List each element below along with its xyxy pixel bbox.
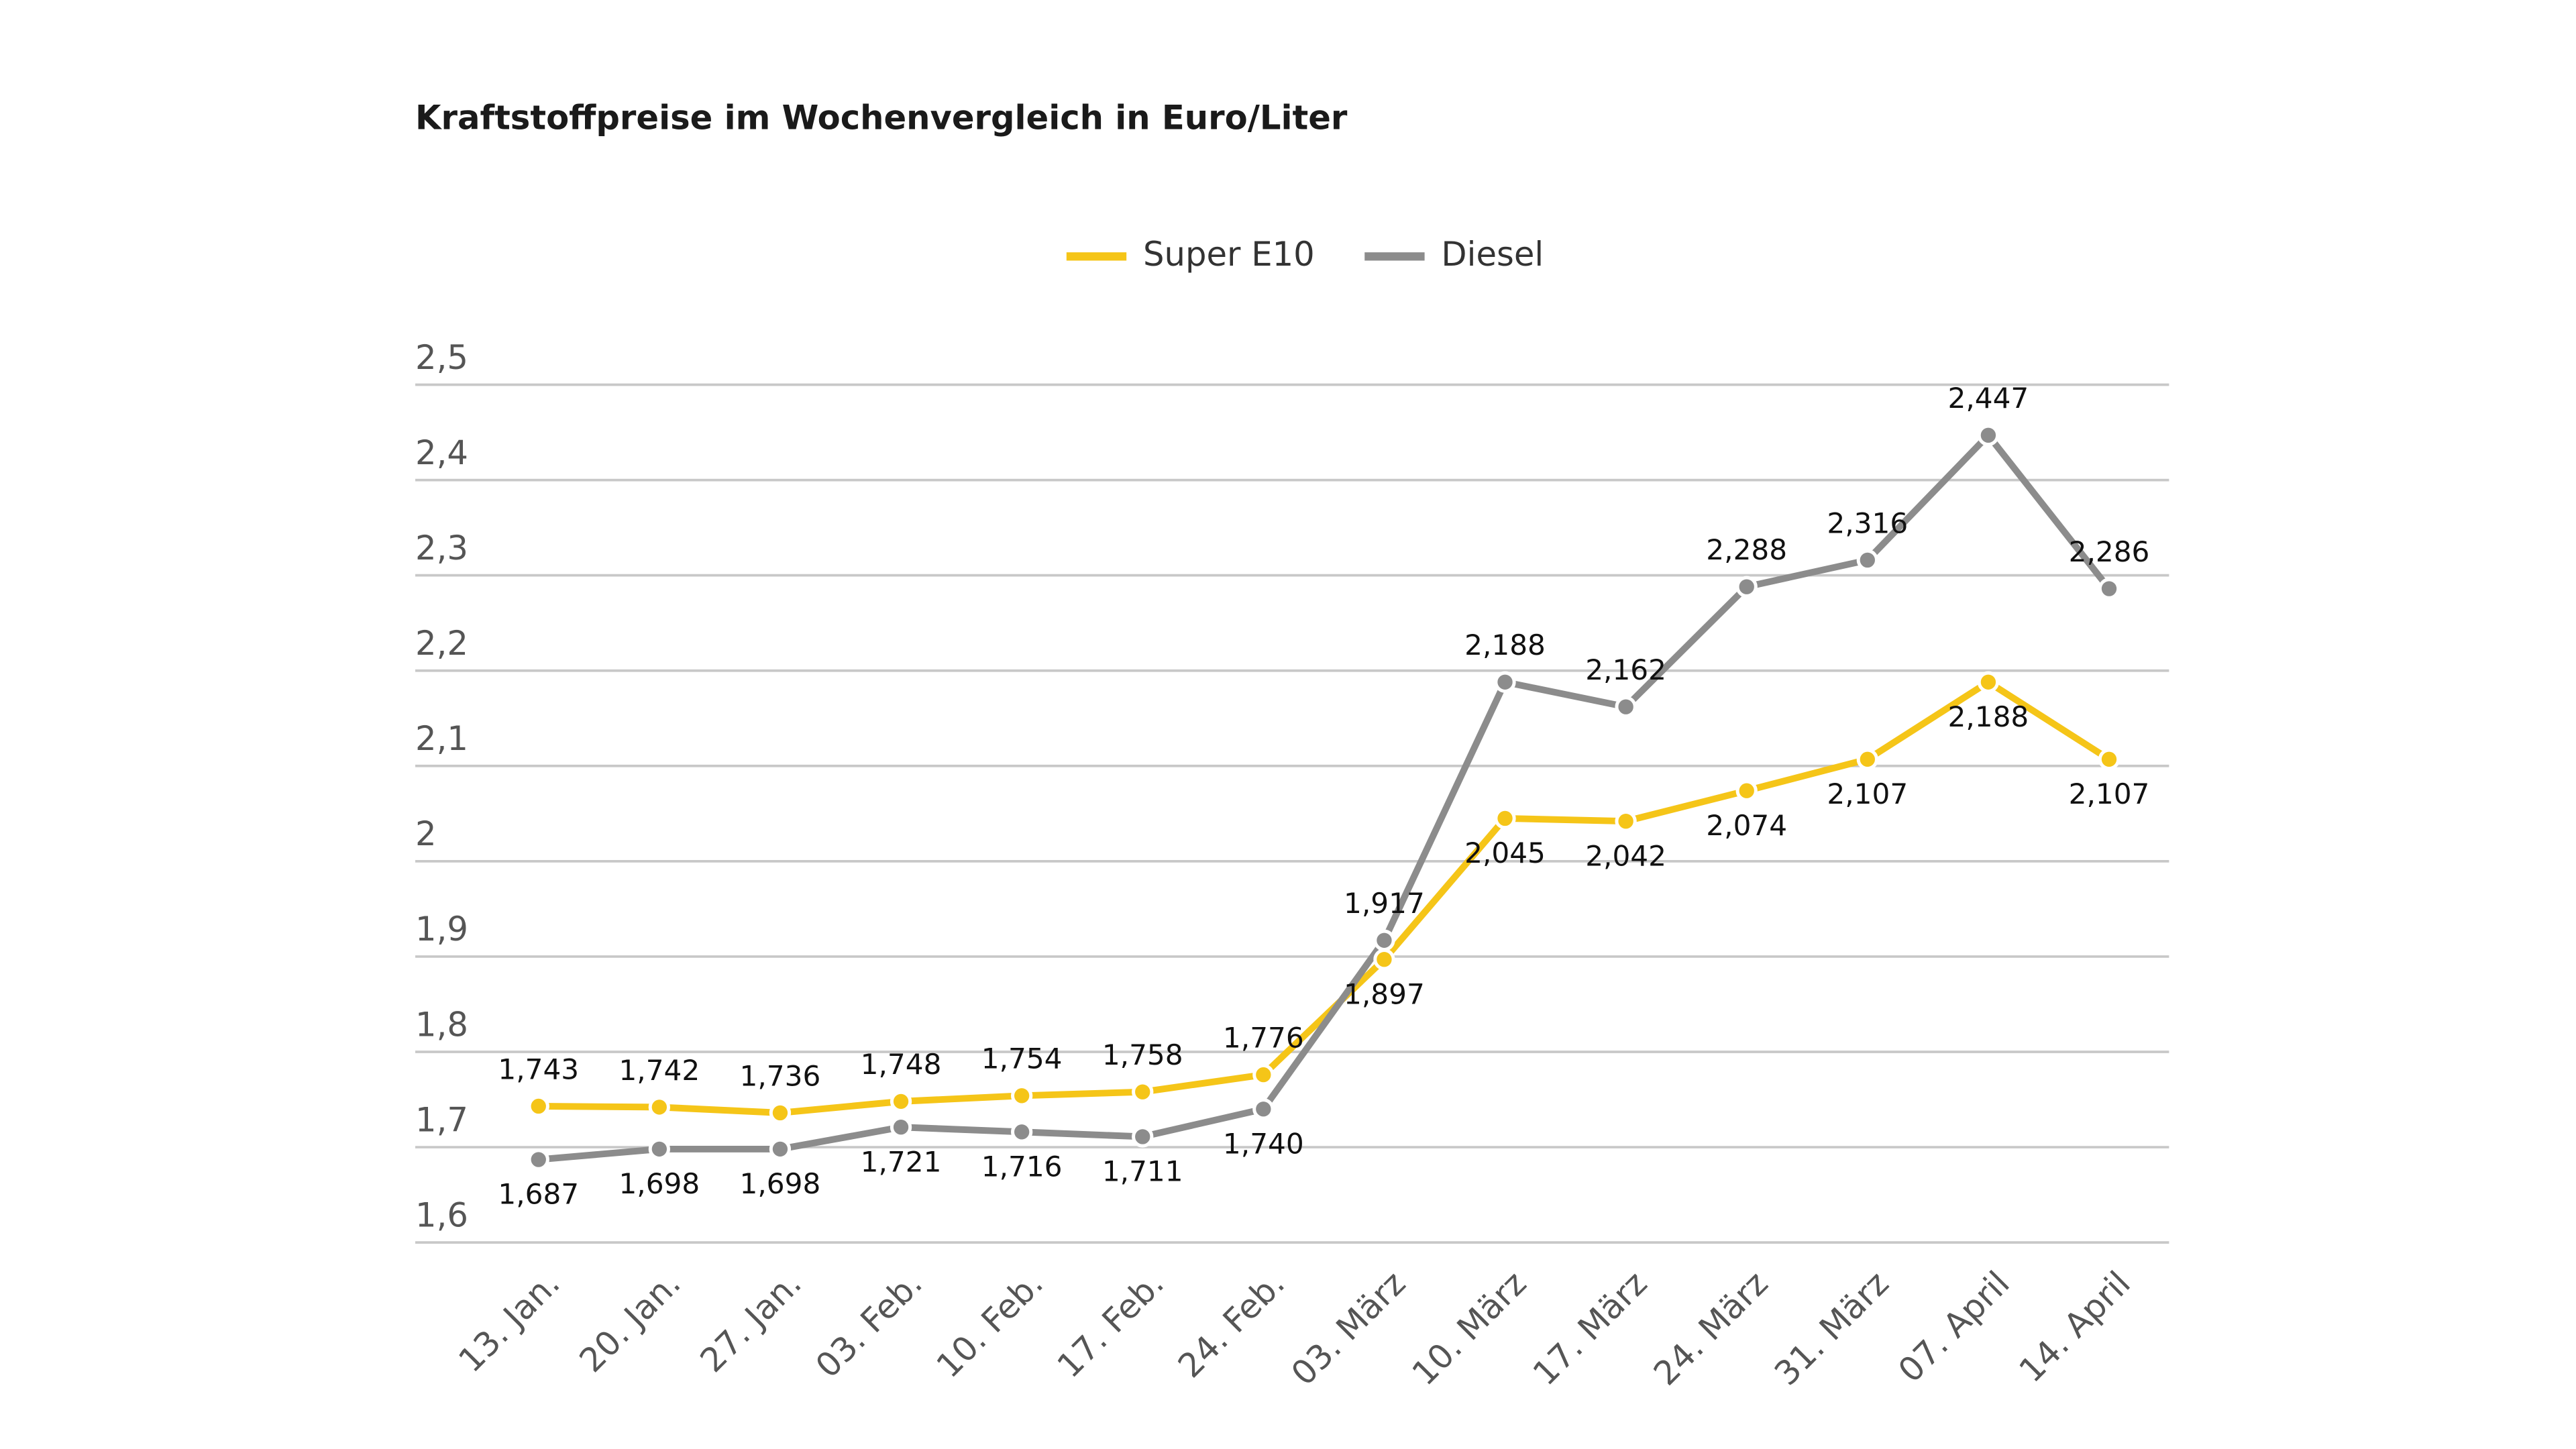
data-label: 2,107 [2069, 777, 2150, 810]
y-tick-label: 1,9 [415, 910, 468, 949]
data-point [1494, 671, 1516, 693]
data-label: 2,162 [1585, 653, 1666, 686]
series-line [538, 678, 2111, 1116]
data-point [1373, 929, 1395, 951]
data-point [648, 1138, 670, 1161]
data-label: 1,917 [1344, 887, 1425, 920]
data-label: 1,897 [1344, 977, 1425, 1010]
data-label: 1,758 [1102, 1038, 1183, 1071]
data-label: 1,721 [861, 1145, 942, 1178]
data-label: 1,740 [1223, 1127, 1304, 1160]
data-label: 2,447 [1948, 382, 2029, 415]
data-label: 1,736 [740, 1059, 821, 1092]
data-label: 2,316 [1827, 506, 1908, 539]
y-tick-label: 1,6 [415, 1195, 468, 1234]
data-label: 2,107 [1827, 777, 1908, 810]
data-point [2098, 748, 2121, 770]
y-tick-label: 2,2 [415, 624, 468, 663]
data-point [1132, 1081, 1154, 1103]
data-point [2098, 578, 2121, 600]
data-label: 1,687 [498, 1178, 579, 1211]
data-point [1373, 949, 1395, 971]
data-point [1252, 1063, 1275, 1086]
data-point [1615, 696, 1637, 718]
data-label: 1,743 [498, 1053, 579, 1085]
data-label: 2,188 [1948, 700, 2029, 733]
data-point [1252, 1098, 1275, 1120]
data-point [890, 1116, 912, 1138]
y-tick-label: 2,5 [415, 338, 468, 377]
data-label: 1,748 [861, 1048, 942, 1081]
legend-label: Super E10 [1143, 235, 1315, 274]
data-point [1856, 549, 1878, 572]
y-tick-label: 2,1 [415, 719, 468, 758]
data-point [1011, 1121, 1033, 1143]
series-line [538, 431, 2112, 1163]
data-label: 2,045 [1464, 837, 1546, 869]
data-point [1856, 748, 1878, 770]
data-label: 2,286 [2069, 535, 2150, 568]
data-point [769, 1102, 792, 1124]
data-point [1132, 1126, 1154, 1148]
y-tick-label: 1,8 [415, 1005, 468, 1044]
data-label: 1,698 [740, 1167, 821, 1200]
data-point [648, 1096, 670, 1118]
data-label: 2,042 [1585, 839, 1666, 872]
data-point [769, 1138, 792, 1161]
data-point [527, 1148, 549, 1171]
data-point [1977, 424, 2000, 446]
y-tick-label: 2,4 [415, 433, 468, 472]
data-label: 1,716 [981, 1150, 1063, 1183]
data-point [1735, 780, 1758, 802]
data-point [1735, 576, 1758, 598]
y-tick-label: 2,3 [415, 529, 468, 568]
data-point [1011, 1085, 1033, 1107]
data-label: 2,288 [1706, 533, 1787, 566]
data-point [527, 1095, 549, 1118]
data-label: 2,074 [1706, 809, 1787, 842]
y-tick-label: 1,7 [415, 1100, 468, 1139]
data-label: 1,698 [619, 1167, 700, 1200]
chart-title: Kraftstoffpreise im Wochenvergleich in E… [415, 98, 1348, 137]
y-tick-label: 2 [415, 814, 437, 853]
data-point [1977, 671, 2000, 693]
data-label: 1,776 [1223, 1021, 1304, 1054]
data-label: 1,742 [619, 1054, 700, 1087]
data-label: 2,188 [1464, 629, 1546, 661]
data-point [890, 1090, 912, 1113]
data-label: 1,711 [1102, 1155, 1183, 1188]
data-point [1615, 810, 1637, 833]
data-label: 1,754 [981, 1042, 1063, 1075]
data-point [1494, 807, 1516, 830]
legend-label: Diesel [1441, 235, 1544, 274]
